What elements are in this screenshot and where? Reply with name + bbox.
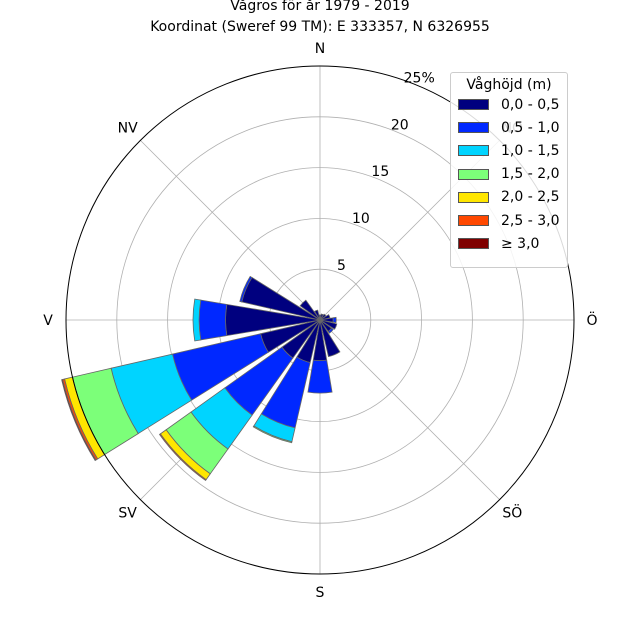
legend-title: Våghöjd (m) <box>466 77 552 93</box>
wedge-segment <box>332 316 337 324</box>
wedge-segment <box>319 319 338 330</box>
wedge-segment <box>198 299 228 341</box>
radial-tick-label: 20 <box>391 117 409 133</box>
direction-label: SÖ <box>502 503 522 521</box>
legend-swatch <box>458 168 489 180</box>
radial-tick-label: 25% <box>404 70 435 86</box>
chart-subtitle: Koordinat (Sweref 99 TM): E 333357, N 63… <box>150 19 490 35</box>
legend-item: 0,5 - 1,0 <box>458 116 567 139</box>
direction-label: S <box>316 585 325 601</box>
grid-spoke <box>319 319 500 500</box>
direction-label: NV <box>118 121 138 137</box>
outer-ring <box>65 65 575 575</box>
direction-label: V <box>43 313 53 329</box>
legend-item: ≥ 3,0 <box>458 232 567 255</box>
direction-label: N <box>315 41 325 57</box>
wedge-segment <box>252 425 293 444</box>
legend-item: 1,0 - 1,5 <box>458 139 567 162</box>
legend: Våghöjd (m) 0,0 - 0,5 0,5 - 1,0 1,0 - 1,5 1… <box>450 72 568 268</box>
legend-label: 0,5 - 1,0 <box>501 119 560 136</box>
polar-grid <box>66 66 574 574</box>
legend-label: 2,5 - 3,0 <box>501 212 560 229</box>
legend-swatch <box>458 215 489 227</box>
wedge-segment <box>307 359 333 394</box>
legend-label: 1,0 - 1,5 <box>501 142 560 159</box>
radial-tick-label: 15 <box>371 164 389 180</box>
legend-swatch <box>458 122 489 134</box>
legend-swatch <box>458 238 489 250</box>
wedge-segment <box>327 327 334 334</box>
wedge-segment <box>192 298 202 342</box>
legend-item: 0,0 - 0,5 <box>458 93 567 116</box>
chart-title: Vågros för år 1979 - 2019 <box>230 0 410 14</box>
wedges <box>61 275 341 482</box>
legend-label: 0,0 - 0,5 <box>501 96 560 113</box>
wedge-segment <box>239 275 253 303</box>
grid-spoke <box>140 140 321 321</box>
direction-label: SV <box>118 505 137 521</box>
legend-item: 2,0 - 2,5 <box>458 186 567 209</box>
radial-tick-label: 5 <box>337 258 346 274</box>
wedge-segment <box>314 309 321 321</box>
radial-tick-label: 10 <box>352 211 370 227</box>
wedge-segment <box>158 433 207 482</box>
wedge-segment <box>61 378 97 462</box>
wedge-segment <box>319 314 331 321</box>
legend-item: 2,5 - 3,0 <box>458 209 567 232</box>
wedge-segment <box>319 319 341 358</box>
direction-label: Ö <box>586 311 597 329</box>
wedge-segment <box>319 313 327 321</box>
legend-label: 1,5 - 2,0 <box>501 166 560 183</box>
wedge-segment <box>299 299 321 321</box>
legend-swatch <box>458 99 489 111</box>
legend-item: 1,5 - 2,0 <box>458 163 567 186</box>
legend-label: ≥ 3,0 <box>501 235 540 252</box>
legend-swatch <box>458 145 489 157</box>
legend-swatch <box>458 191 489 203</box>
legend-label: 2,0 - 2,5 <box>501 189 560 206</box>
